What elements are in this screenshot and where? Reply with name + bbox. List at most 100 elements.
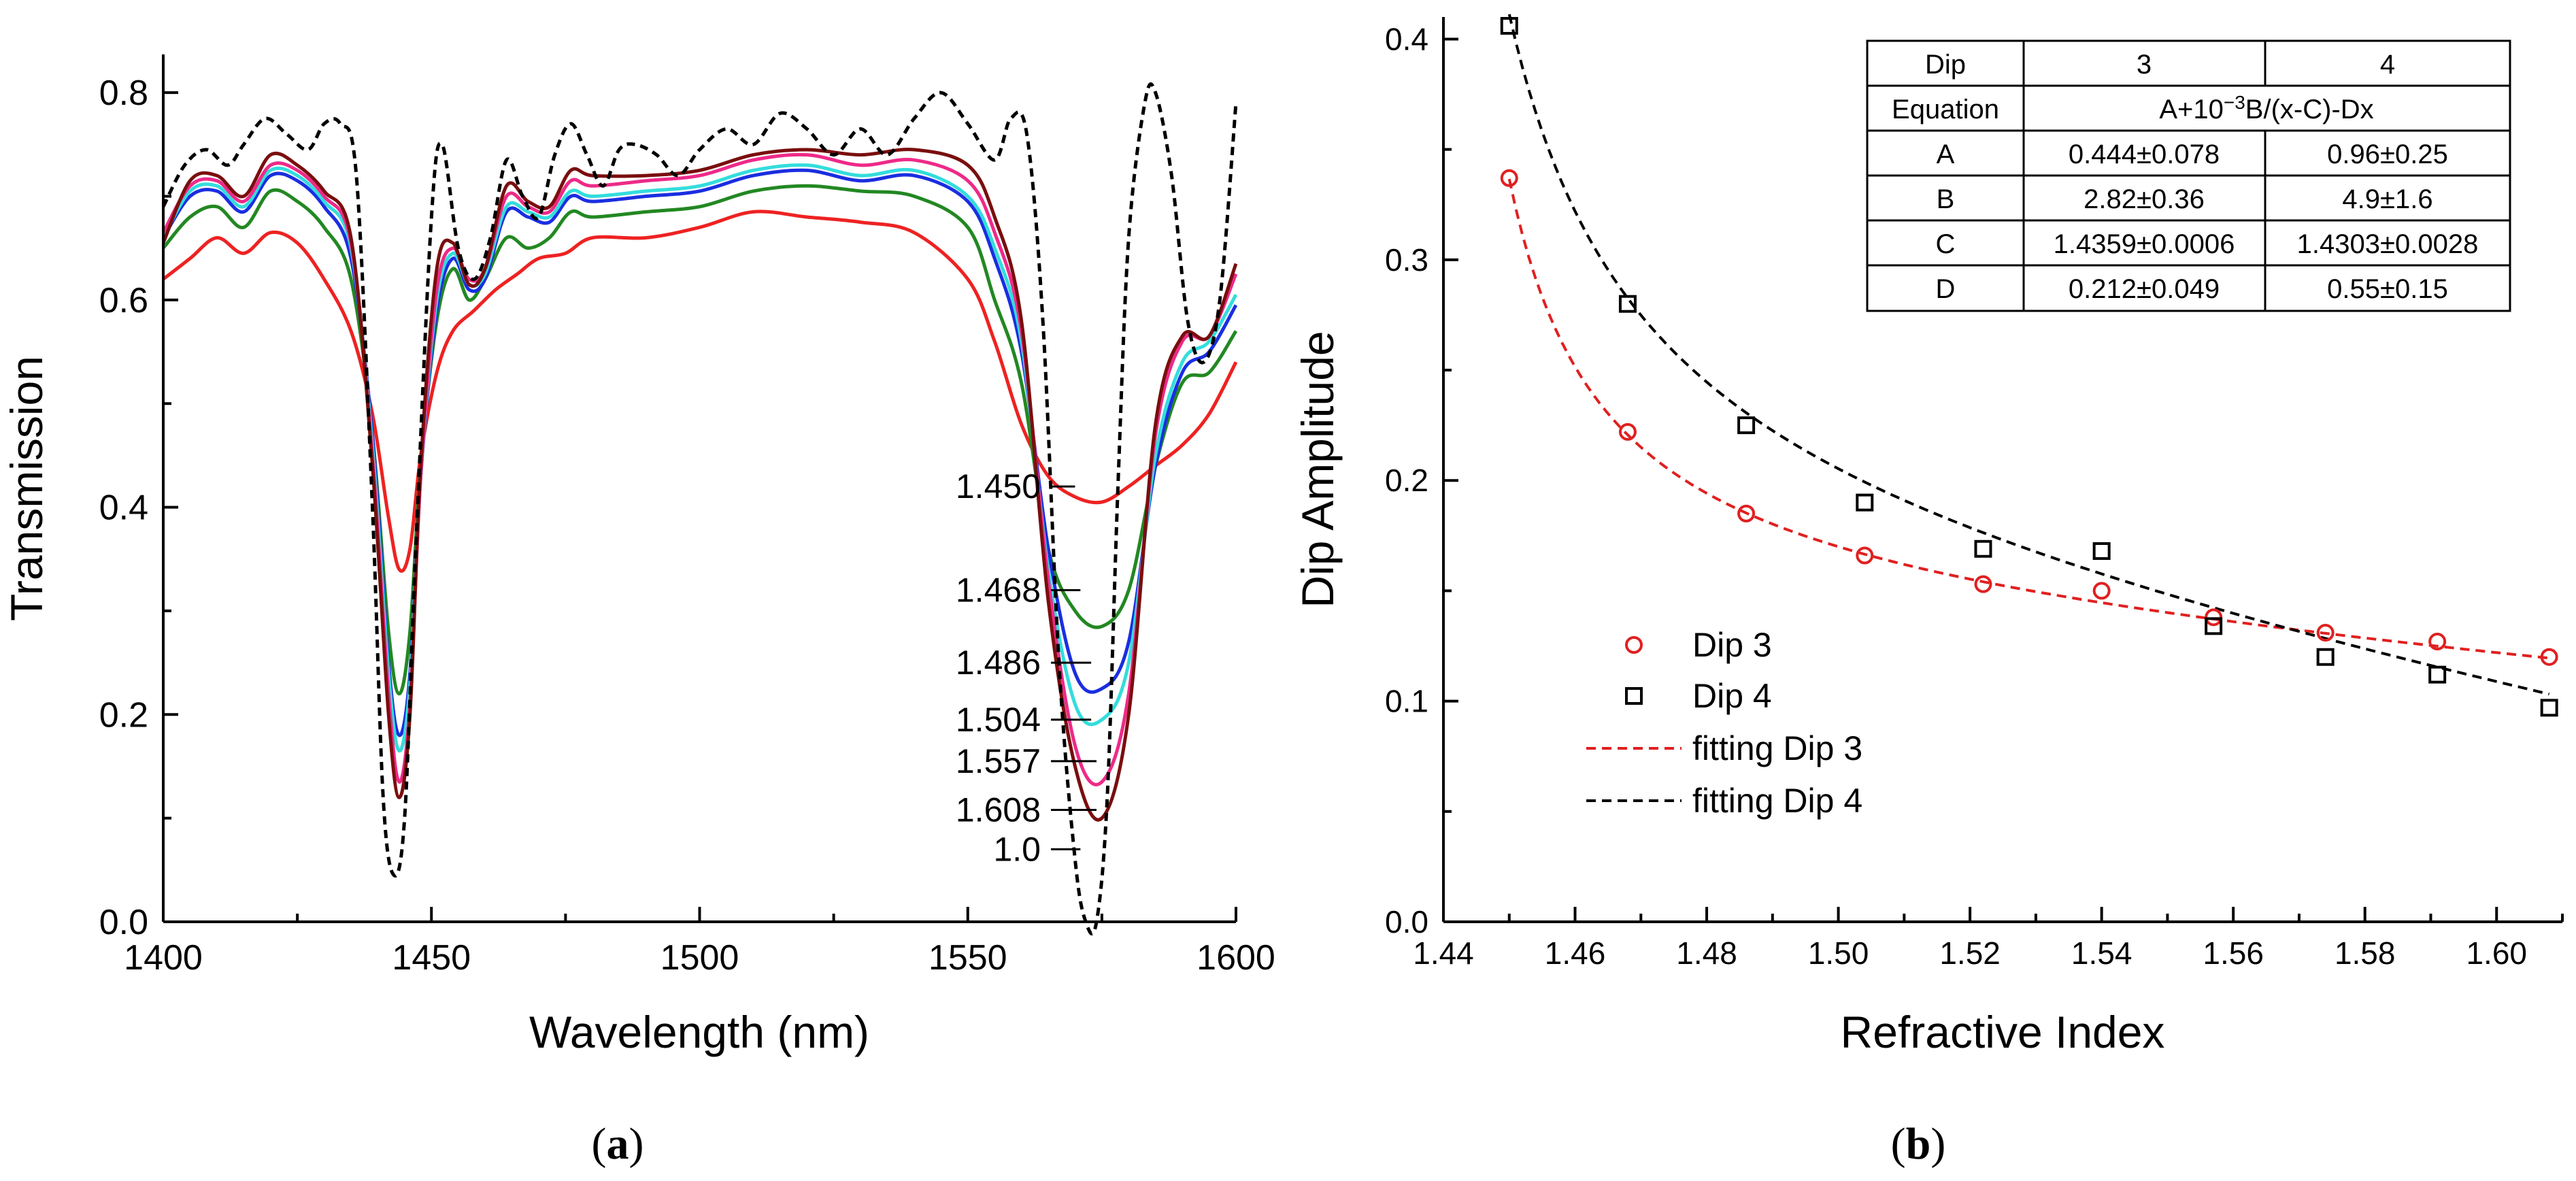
caption-letter-a: a <box>607 1119 629 1169</box>
series-line-1 <box>162 184 1238 696</box>
legend-label-dip3: Dip 3 <box>1692 626 1772 664</box>
point-dip3 <box>2316 624 2335 642</box>
table-cell: 0.212±0.049 <box>2069 274 2220 304</box>
y-ticks: 0.0 0.1 0.2 0.3 0.4 <box>1385 21 1458 939</box>
table-cell: 2.82±0.36 <box>2084 184 2205 214</box>
y-tick-label: 0.2 <box>1385 463 1428 498</box>
point-dip4 <box>1737 416 1756 435</box>
caption-letter-b: b <box>1906 1119 1931 1169</box>
point-dip3 <box>1856 546 1874 565</box>
y-tick-label: 0.2 <box>99 695 148 735</box>
point-dip3 <box>1618 422 1637 441</box>
y-tick-label: 0.4 <box>99 488 148 528</box>
annotation-label: 1.468 <box>956 571 1041 609</box>
y-tick-label: 0.0 <box>99 903 148 942</box>
equation-exponent: −3 <box>2224 92 2245 113</box>
x-axis-title: Wavelength (nm) <box>529 1007 869 1057</box>
x-tick-label: 1.50 <box>1808 935 1869 971</box>
x-tick-label: 1550 <box>929 938 1007 978</box>
panel-b-dip-amplitude-chart: 0.0 0.1 0.2 0.3 0.4 1.44 1.46 1.48 1.50 1.52 1.54… <box>1292 14 2564 1169</box>
table-cell: 0.444±0.078 <box>2069 139 2220 169</box>
y-tick-label: 0.8 <box>99 73 148 113</box>
point-dip3 <box>1974 575 1992 593</box>
legend-marker-dip4 <box>1625 687 1643 705</box>
x-ticks: 1.44 1.46 1.48 1.50 1.52 1.54 1.56 1.58 1.60 <box>1413 907 2564 971</box>
table-cell: 0.96±0.25 <box>2327 139 2448 169</box>
y-ticks: 0.0 0.2 0.4 0.6 0.8 <box>99 73 178 942</box>
x-tick-label: 1600 <box>1197 938 1275 978</box>
y-axis-title: Transmission <box>1 356 52 621</box>
point-dip4 <box>1856 493 1874 512</box>
fit-curves <box>1507 14 2550 696</box>
table-cell: C <box>1936 229 1956 259</box>
y-axis-title: Dip Amplitude <box>1292 331 1343 608</box>
x-ticks: 1400 1450 1500 1550 1600 <box>124 907 1275 978</box>
fit-curve-1 <box>1507 14 2550 696</box>
annotation-label: 1.0 <box>993 830 1041 868</box>
y-tick-label: 0.6 <box>99 281 148 320</box>
annotation-label: 1.486 <box>956 644 1041 682</box>
point-dip3 <box>2092 582 2111 600</box>
panel-caption-b: (b) <box>1891 1119 1946 1169</box>
legend: Dip 3 Dip 4 fitting Dip 3 fitting Dip 4 <box>1586 626 1862 820</box>
table-equation-label: Equation <box>1892 95 1999 124</box>
y-tick-label: 0.1 <box>1385 684 1428 719</box>
annotation-label: 1.504 <box>956 701 1041 739</box>
fit-curve-0 <box>1507 178 2549 660</box>
x-tick-label: 1.44 <box>1413 935 1474 971</box>
x-tick-label: 1.58 <box>2335 935 2396 971</box>
y-tick-label: 0.0 <box>1385 904 1428 939</box>
point-dip3 <box>2428 633 2447 651</box>
table-cell: D <box>1936 274 1956 304</box>
series-line-5 <box>161 148 1238 822</box>
table-cell: B <box>1937 184 1955 214</box>
x-tick-label: 1500 <box>660 938 739 978</box>
scatter-points <box>1500 16 2558 717</box>
series-line-0 <box>162 210 1238 573</box>
point-dip4 <box>1500 16 1518 35</box>
x-tick-label: 1400 <box>124 938 203 978</box>
table-cell: 1.4303±0.0028 <box>2297 229 2479 259</box>
annotation-label: 1.557 <box>956 742 1041 780</box>
y-tick-label: 0.4 <box>1385 21 1428 56</box>
series-group <box>161 82 1238 935</box>
table-header-3: 3 <box>2137 50 2152 80</box>
legend-marker-dip3 <box>1625 636 1643 654</box>
table-equation: A+10−3B/(x-C)-Dx <box>2159 92 2373 124</box>
fit-parameter-table: Dip 3 4 Equation A+10−3B/(x-C)-Dx A 0.444… <box>1866 39 2511 312</box>
point-dip3 <box>2540 648 2558 666</box>
x-tick-label: 1.54 <box>2071 935 2132 971</box>
point-dip4 <box>2428 665 2447 684</box>
point-dip4 <box>2205 617 2223 635</box>
point-dip4 <box>2316 648 2335 666</box>
legend-label-fit4: fitting Dip 4 <box>1692 782 1862 820</box>
legend-label-dip4: Dip 4 <box>1692 677 1772 715</box>
table-cell: 1.4359±0.0006 <box>2054 229 2235 259</box>
equation-suffix: B/(x-C)-Dx <box>2245 95 2374 124</box>
x-tick-label: 1.48 <box>1676 935 1737 971</box>
point-dip4 <box>1974 539 1992 558</box>
x-tick-label: 1.60 <box>2466 935 2527 971</box>
table-cell: 4.9±1.6 <box>2342 184 2432 214</box>
table-header-4: 4 <box>2380 50 2395 80</box>
point-dip4 <box>2540 699 2558 717</box>
table-header-dip: Dip <box>1925 50 1966 80</box>
x-tick-label: 1450 <box>392 938 471 978</box>
point-dip4 <box>1618 295 1637 313</box>
y-tick-label: 0.3 <box>1385 242 1428 278</box>
annotation-label: 1.450 <box>956 467 1041 505</box>
equation-prefix: A+10 <box>2159 95 2224 124</box>
x-tick-label: 1.52 <box>1939 935 2001 971</box>
panel-caption-a: (a) <box>592 1119 644 1169</box>
x-axis-title: Refractive Index <box>1841 1007 2165 1057</box>
point-dip3 <box>1500 169 1518 187</box>
point-dip3 <box>1737 504 1756 522</box>
x-tick-label: 1.56 <box>2203 935 2264 971</box>
x-tick-label: 1.46 <box>1545 935 1606 971</box>
point-dip4 <box>2092 542 2111 561</box>
table-rows: A 0.444±0.078 0.96±0.25 B 2.82±0.36 4.9±1.6 C 1… <box>1936 139 2479 304</box>
table-cell: A <box>1937 139 1955 169</box>
